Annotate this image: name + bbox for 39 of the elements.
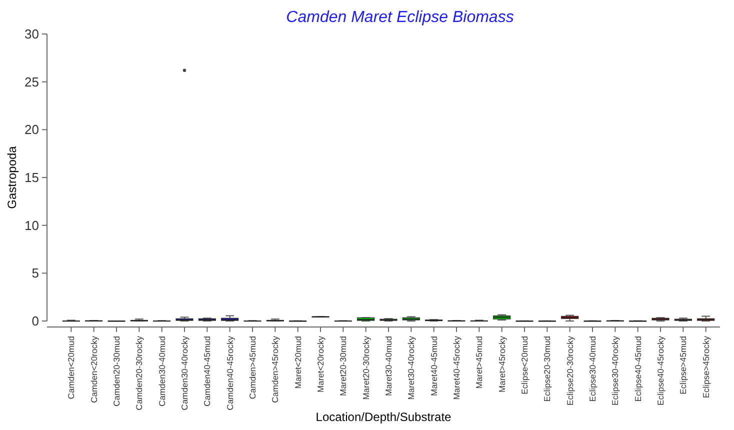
x-tick-label: Camden20-30rocky <box>134 335 144 410</box>
x-axis-title: Location/Depth/Substrate <box>316 410 452 424</box>
x-tick-label: Camden30-40mud <box>156 336 167 406</box>
x-tick-label: Eclipse<20mud <box>520 336 530 394</box>
x-tick-label: Eclipse30-40mud <box>588 336 598 402</box>
x-tick-label: Eclipse30-40rocky <box>610 335 620 406</box>
x-tick-label: Maret40-45rocky <box>452 335 462 400</box>
x-tick-label: Maret40-45mud <box>428 336 439 396</box>
y-tick-label: 10 <box>24 218 39 233</box>
x-tick-label: Eclipse20-30rocky <box>564 335 575 406</box>
x-tick-label: Maret>45mud <box>474 336 484 389</box>
y-tick-label: 20 <box>24 122 39 138</box>
x-tick-label: Camden>45rocky <box>270 335 280 403</box>
x-tick-label: Camden<20mud <box>66 336 76 400</box>
x-tick-label: Camden20-30mud <box>112 336 122 406</box>
x-tick-label: Maret<20mud <box>292 336 303 389</box>
x-tick-label: Maret30-40mud <box>384 336 394 396</box>
x-tick-label: Maret20-30mud <box>338 336 348 396</box>
x-tick-label: Eclipse>45rocky <box>700 335 711 398</box>
chart-title: Camden Maret Eclipse Biomass <box>286 9 514 26</box>
y-tick-label: 15 <box>24 170 39 186</box>
x-tick-label: Camden40-45mud <box>202 336 212 406</box>
x-tick-label: Camden<20rocky <box>88 335 99 403</box>
x-tick-label: Maret<20rocky <box>316 335 326 392</box>
x-tick-label: Eclipse20-30mud <box>542 336 552 402</box>
y-tick-label: 25 <box>24 74 39 90</box>
x-tick-label: Eclipse40-45rocky <box>656 335 666 406</box>
y-tick-label: 5 <box>32 266 39 281</box>
y-tick-label: 30 <box>24 26 39 42</box>
x-tick-label: Eclipse40-45mud <box>632 336 643 402</box>
x-tick-label: Eclipse>45mud <box>678 336 688 394</box>
y-axis-title: Gastropoda <box>5 146 19 209</box>
x-tick-label: Camden30-40rocky <box>180 335 190 410</box>
y-tick-label: 0 <box>32 314 39 329</box>
x-tick-label: Maret30-40rocky <box>406 335 416 400</box>
x-tick-label: Maret20-30rocky <box>360 335 371 400</box>
x-tick-label: Camden>45mud <box>248 336 258 400</box>
x-tick-label: Maret>45rocky <box>496 335 507 392</box>
x-tick-label: Camden40-45rocky <box>224 335 235 410</box>
